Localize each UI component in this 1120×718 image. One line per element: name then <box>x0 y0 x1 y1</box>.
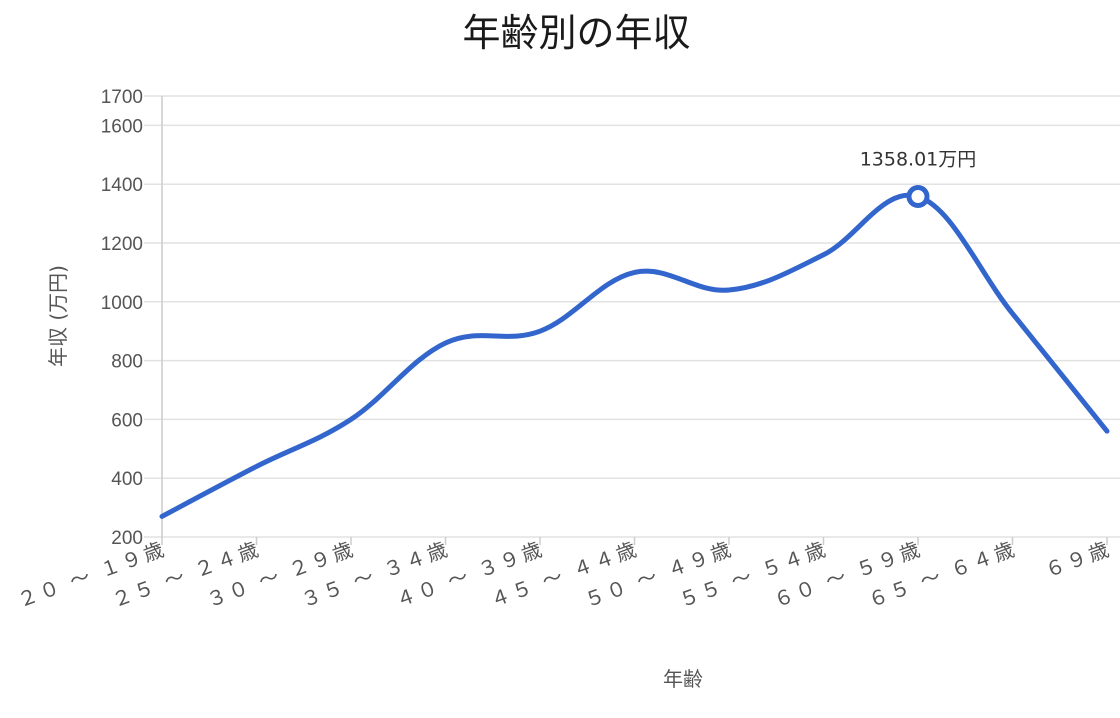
y-tick-label: 1000 <box>101 293 143 314</box>
chart-title: 年齢別の年収 <box>462 11 691 55</box>
y-tick-label: 400 <box>111 469 143 490</box>
y-tick-label: 200 <box>111 528 143 549</box>
highlight-group: 1358.01万円 <box>860 149 977 209</box>
y-tick-label: 1700 <box>101 87 143 108</box>
x-category-label: ６９歳 <box>1042 536 1115 582</box>
y-tick-label: 1400 <box>101 175 143 196</box>
y-tick-label: 1600 <box>101 116 143 137</box>
y-tick-label: 800 <box>111 352 143 373</box>
y-tick-label: 1200 <box>101 234 143 255</box>
grid-lines <box>144 95 1120 545</box>
highlight-point-label: 1358.01万円 <box>860 149 977 171</box>
y-axis-title: 年収 (万円) <box>46 265 70 367</box>
y-axis-ticks: 200 400 600 800 1000 1200 1400 1600 1700 <box>101 87 143 549</box>
series-line <box>159 192 1110 519</box>
y-tick-label: 600 <box>111 410 143 431</box>
x-axis-title: 年齢 <box>663 667 703 691</box>
highlight-point[interactable] <box>906 185 930 209</box>
